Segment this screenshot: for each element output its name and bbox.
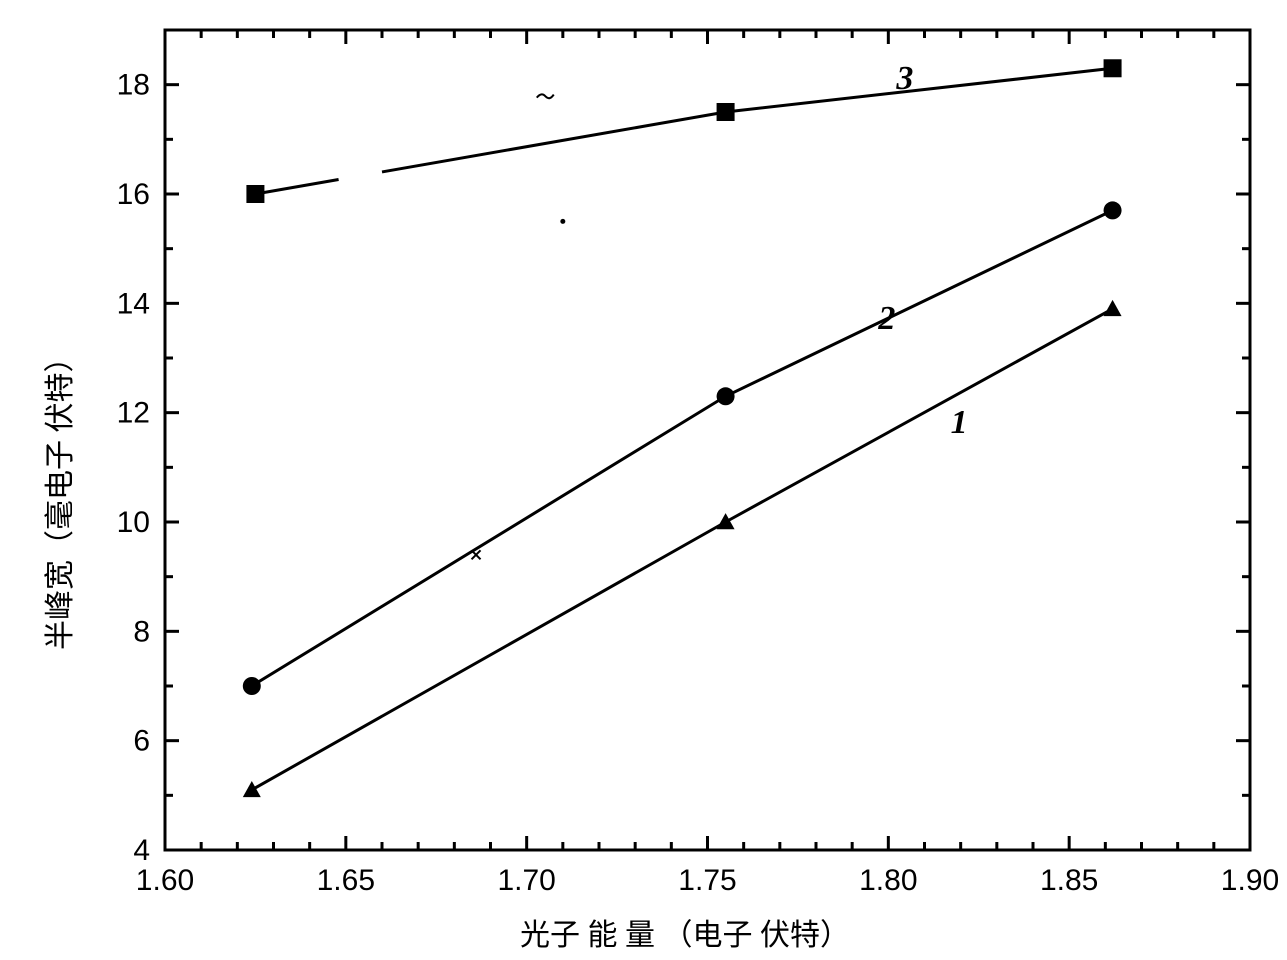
series-1-label: 1 (951, 404, 968, 442)
svg-text:4: 4 (133, 834, 150, 867)
svg-text:18: 18 (117, 69, 150, 102)
svg-text:1.90: 1.90 (1221, 864, 1279, 897)
svg-text:1.80: 1.80 (859, 864, 917, 897)
svg-text:14: 14 (117, 287, 150, 320)
svg-text:1.75: 1.75 (678, 864, 736, 897)
svg-text:6: 6 (133, 725, 150, 758)
svg-text:16: 16 (117, 178, 150, 211)
svg-text:1.85: 1.85 (1040, 864, 1098, 897)
chart-container: 1.601.651.701.751.801.851.90468101214161… (0, 0, 1287, 960)
svg-text:1.60: 1.60 (136, 864, 194, 897)
series-2-label: 2 (878, 300, 895, 338)
chart-svg: 1.601.651.701.751.801.851.90468101214161… (0, 0, 1287, 960)
svg-text:10: 10 (117, 506, 150, 539)
svg-text:8: 8 (133, 615, 150, 648)
svg-text:1.70: 1.70 (497, 864, 555, 897)
x-axis-label: 光子 能 量 （电子 伏特） (520, 910, 850, 954)
svg-text:1.65: 1.65 (317, 864, 375, 897)
y-axis-label: 半峰宽（毫电子 伏特） (35, 343, 79, 651)
series-3-label: 3 (896, 60, 913, 98)
svg-text:12: 12 (117, 397, 150, 430)
